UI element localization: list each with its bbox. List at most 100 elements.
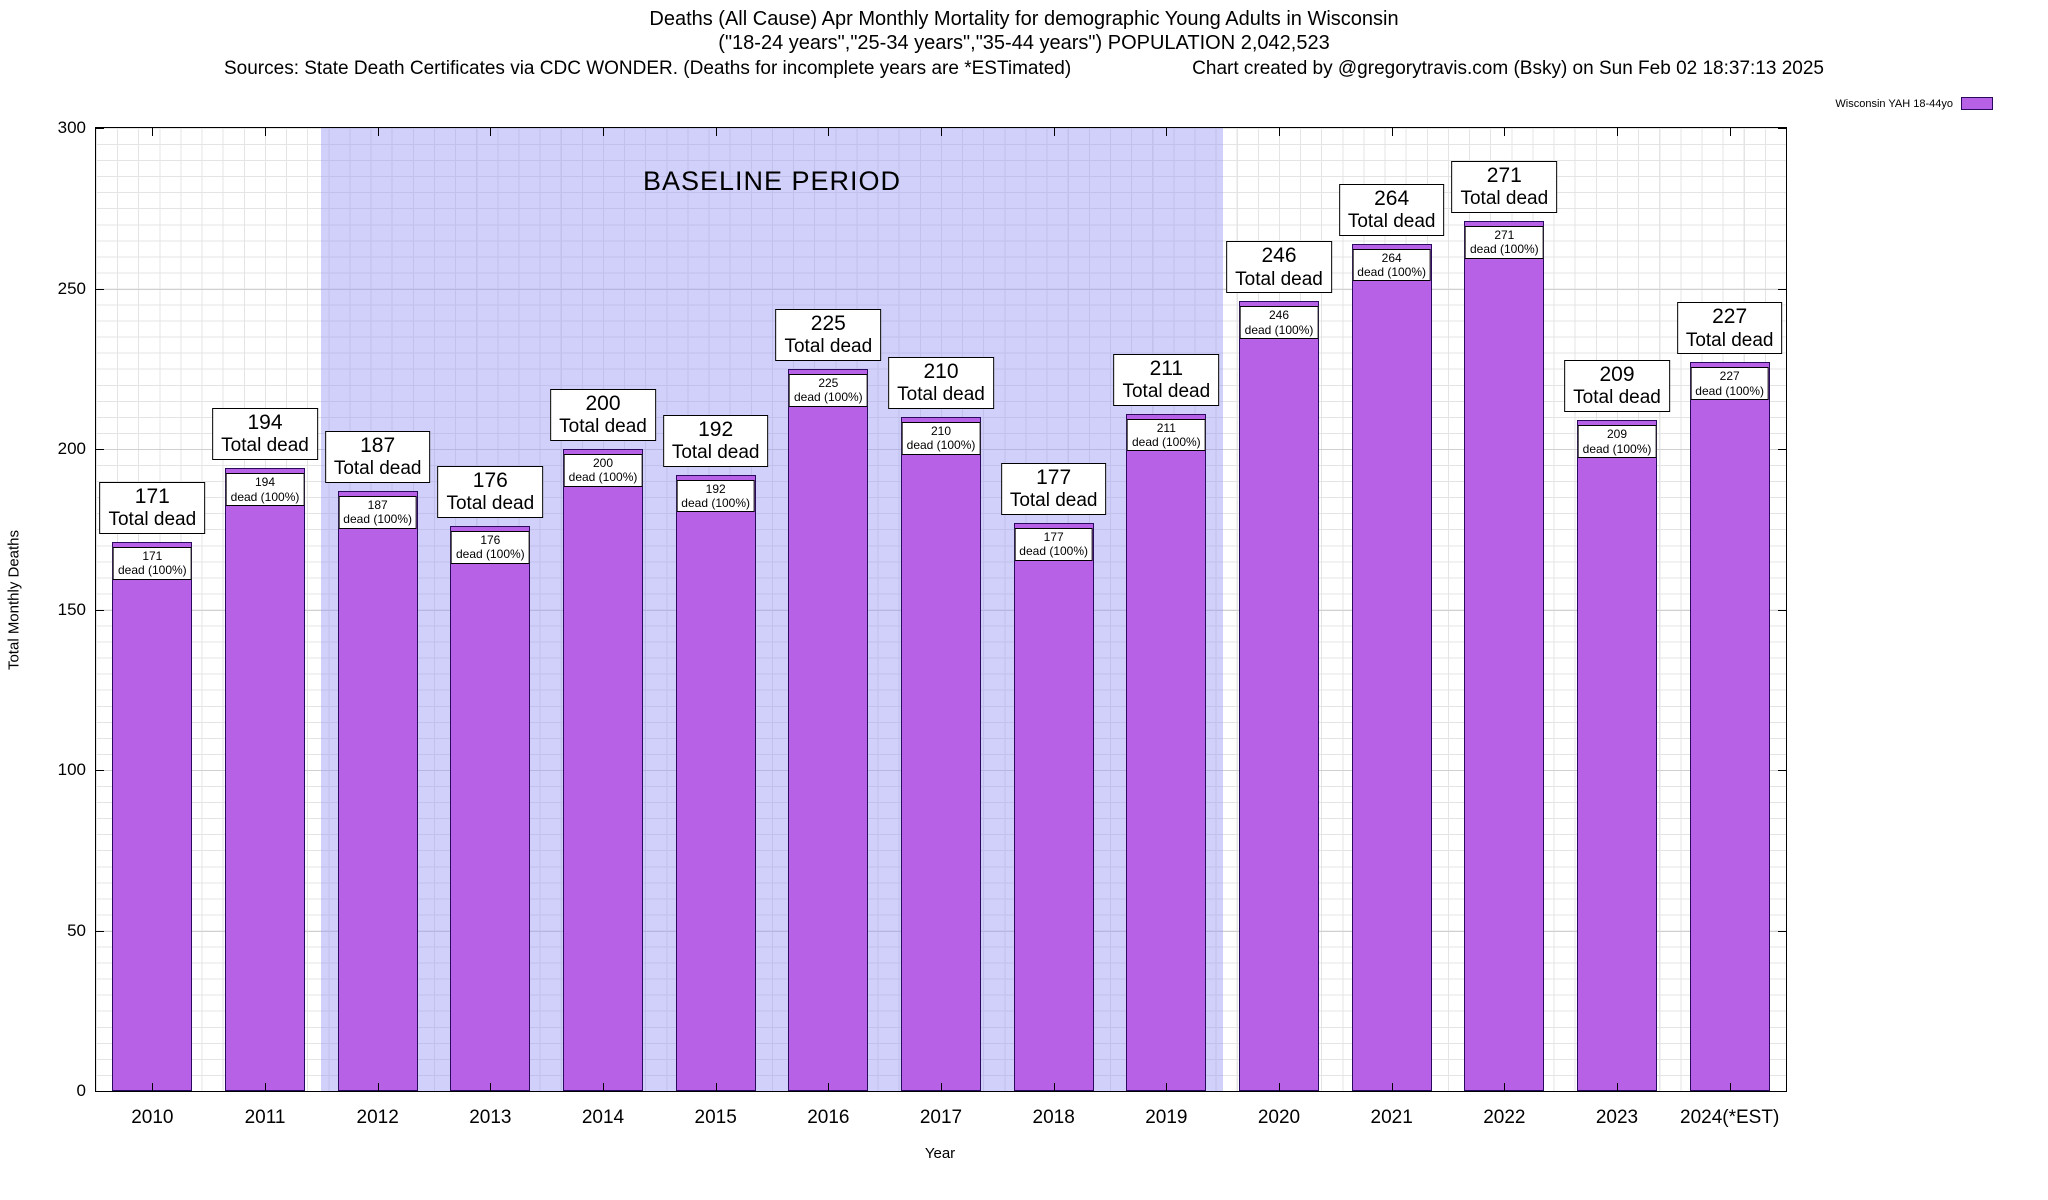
legend-label: Wisconsin YAH 18-44yo xyxy=(1835,97,1953,110)
x-tick-mark xyxy=(715,128,717,136)
bar-inner-value: 194 xyxy=(254,475,276,490)
bar-inner-value: 200 xyxy=(592,456,614,470)
bar-inner-label: 227 dead (100%) xyxy=(1690,367,1770,401)
y-tick-mark xyxy=(96,449,104,450)
x-tick-label: 2018 xyxy=(1032,1107,1075,1128)
y-tick-label: 300 xyxy=(57,118,86,137)
bar xyxy=(1351,243,1432,1091)
y-tick-label: 100 xyxy=(57,760,86,779)
y-tick-mark xyxy=(1778,288,1786,290)
chart-header-row3: Sources: State Death Certificates via CD… xyxy=(224,58,1824,80)
bar-total-value: 246 xyxy=(1261,244,1297,268)
bar-inner-suffix: dead (100%) xyxy=(1469,242,1539,257)
bar-total-value: 211 xyxy=(1149,356,1184,380)
x-tick-mark xyxy=(941,1083,942,1091)
bar-total-label: 227 Total dead xyxy=(1676,302,1783,355)
bar-total-value: 227 xyxy=(1712,305,1748,329)
x-tick-mark xyxy=(1504,1083,1506,1091)
x-tick-mark xyxy=(1053,128,1055,136)
y-tick-mark xyxy=(1778,930,1786,932)
x-tick-mark xyxy=(1279,1083,1280,1091)
bar-total-suffix: Total dead xyxy=(1235,268,1323,290)
bar-inner-label: 210 dead (100%) xyxy=(901,421,981,455)
bar-inner-value: 211 xyxy=(1156,420,1176,435)
bar-total-suffix: Total dead xyxy=(1460,188,1549,210)
bar-total-label: 171 Total dead xyxy=(99,482,206,535)
bar-total-suffix: Total dead xyxy=(333,457,422,479)
bar-inner-value: 271 xyxy=(1494,228,1515,243)
y-tick-mark xyxy=(96,930,104,932)
bar-inner-label: 171 dead (100%) xyxy=(112,547,192,580)
y-tick-mark xyxy=(96,1091,104,1092)
x-tick-mark xyxy=(265,128,266,136)
y-tick-label: 150 xyxy=(57,599,86,619)
bar-inner-suffix: dead (100%) xyxy=(1131,435,1201,450)
bar xyxy=(1464,221,1545,1091)
bar xyxy=(1239,301,1319,1091)
x-tick-mark xyxy=(828,128,830,136)
bar-inner-label: 211 dead (100%) xyxy=(1126,418,1206,452)
x-tick-mark xyxy=(265,1083,266,1091)
bar-total-label: 211 Total dead xyxy=(1113,353,1220,406)
bar-inner-suffix: dead (100%) xyxy=(1019,544,1089,559)
x-tick-label: 2020 xyxy=(1257,1107,1301,1128)
bar-inner-value: 246 xyxy=(1268,308,1290,323)
bar-total-suffix: Total dead xyxy=(784,335,873,357)
bar-inner-label: 192 dead (100%) xyxy=(676,479,756,513)
bar-total-value: 264 xyxy=(1374,186,1410,210)
bar-inner-label: 264 dead (100%) xyxy=(1352,248,1432,282)
x-tick-mark xyxy=(377,128,379,136)
y-tick-label: 200 xyxy=(57,439,86,458)
bar-total-label: 271 Total dead xyxy=(1451,161,1558,214)
y-tick-mark xyxy=(1778,609,1786,611)
bar xyxy=(450,526,531,1091)
x-tick-mark xyxy=(490,128,492,136)
x-tick-label: 2024(*EST) xyxy=(1680,1107,1780,1128)
y-axis-title: Total Monthly Deaths xyxy=(5,529,23,671)
bar-inner-value: 210 xyxy=(930,423,952,438)
legend: Wisconsin YAH 18-44yo xyxy=(1835,97,1993,110)
bar xyxy=(1577,420,1657,1091)
bar-total-value: 177 xyxy=(1036,465,1072,489)
x-tick-mark xyxy=(603,1083,604,1091)
x-tick-label: 2017 xyxy=(919,1107,963,1128)
bar-total-value: 187 xyxy=(360,433,396,457)
bar-total-value: 200 xyxy=(585,392,621,416)
bar-inner-suffix: dead (100%) xyxy=(1357,264,1427,279)
bar-inner-suffix: dead (100%) xyxy=(906,438,976,453)
x-tick-mark xyxy=(1617,128,1618,136)
bar-total-label: 194 Total dead xyxy=(212,408,318,461)
y-tick-mark xyxy=(1778,449,1786,450)
bar-inner-suffix: dead (100%) xyxy=(793,390,863,405)
y-tick-mark xyxy=(96,609,104,611)
bar xyxy=(788,368,869,1091)
x-tick-mark xyxy=(1391,1083,1393,1091)
x-tick-mark xyxy=(1391,128,1393,136)
bar-total-suffix: Total dead xyxy=(1573,387,1661,409)
y-tick-mark xyxy=(1778,1091,1786,1092)
bar-inner-label: 225 dead (100%) xyxy=(788,373,868,407)
x-tick-mark xyxy=(715,1083,717,1091)
bar-total-label: 246 Total dead xyxy=(1226,241,1332,294)
bar-total-value: 271 xyxy=(1486,164,1522,188)
x-tick-mark xyxy=(603,128,604,136)
y-tick-mark xyxy=(1778,128,1786,129)
y-tick-label: 50 xyxy=(67,920,86,940)
bar-inner-value: 177 xyxy=(1043,529,1064,544)
x-tick-mark xyxy=(152,1083,154,1091)
bar xyxy=(112,542,193,1091)
bar-total-value: 192 xyxy=(698,417,734,441)
x-tick-label: 2016 xyxy=(807,1107,850,1128)
bar-total-value: 210 xyxy=(923,359,959,383)
bar xyxy=(1013,522,1094,1091)
bar-total-label: 225 Total dead xyxy=(775,308,882,361)
bar xyxy=(675,474,756,1091)
x-tick-label: 2019 xyxy=(1145,1107,1188,1128)
bar-inner-label: 271 dead (100%) xyxy=(1464,226,1544,259)
bar xyxy=(1689,362,1770,1091)
bar-total-suffix: Total dead xyxy=(559,416,647,438)
y-tick-label: 0 xyxy=(76,1081,86,1100)
bar-inner-value: 176 xyxy=(480,533,501,548)
bar xyxy=(337,490,418,1091)
